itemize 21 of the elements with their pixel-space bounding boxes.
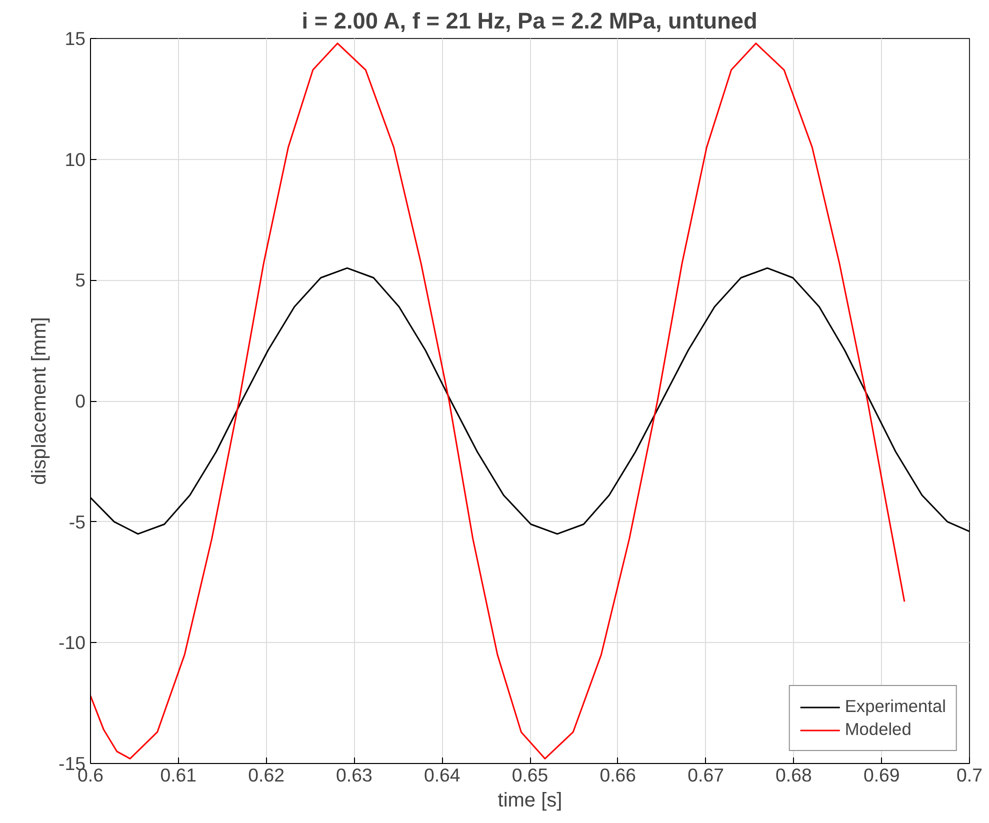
x-tick-label: 0.66 — [600, 764, 636, 786]
y-tick-label: 0 — [75, 390, 86, 412]
y-tick-label: -10 — [58, 632, 86, 654]
x-tick-label: 0.69 — [863, 764, 900, 786]
y-tick-label: 10 — [64, 148, 86, 170]
x-tick-label: 0.68 — [776, 764, 812, 786]
x-tick-label: 0.67 — [688, 764, 724, 786]
x-tick-label: 0.7 — [956, 764, 982, 786]
y-tick-label: 5 — [75, 270, 86, 291]
x-tick-label: 0.64 — [424, 764, 460, 786]
y-axis-title: displacement [mm] — [28, 317, 51, 485]
legend-label: Experimental — [844, 696, 946, 717]
chart-title: i = 2.00 A, f = 21 Hz, Pa = 2.2 MPa, untuned — [302, 8, 758, 34]
x-tick-label: 0.65 — [512, 764, 548, 786]
y-tick-label: -5 — [68, 511, 86, 532]
y-tick-label: 15 — [64, 28, 86, 49]
x-axis-title: time [s] — [498, 790, 562, 812]
x-tick-label: 0.62 — [248, 764, 284, 786]
legend-label: Modeled — [844, 719, 912, 740]
x-tick-label: 0.61 — [160, 764, 197, 786]
x-tick-label: 0.63 — [336, 764, 372, 786]
